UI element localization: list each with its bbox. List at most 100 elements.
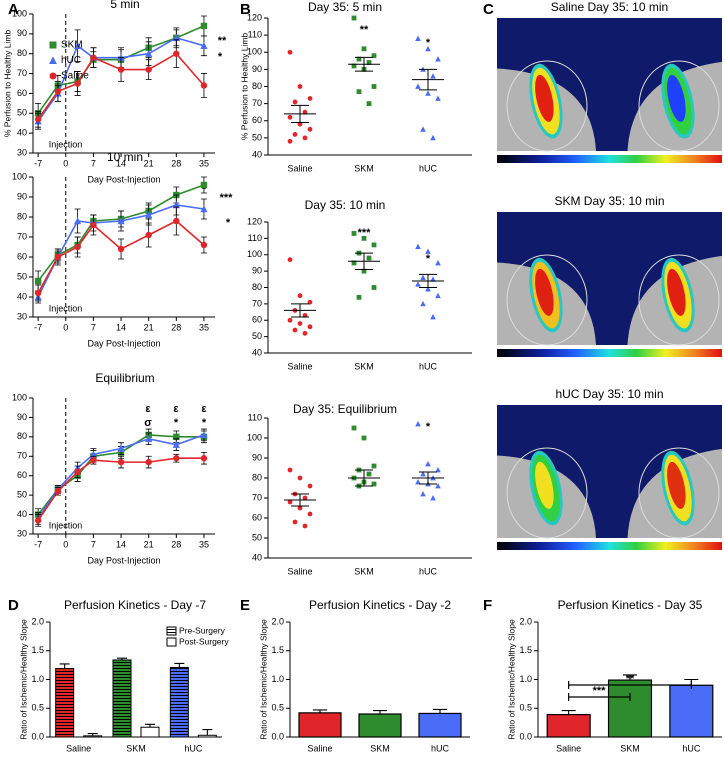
bar xyxy=(358,713,402,738)
x-tick-label: -7 xyxy=(34,158,42,168)
x-tick-label: Saline xyxy=(287,163,312,173)
x-tick-label: hUC xyxy=(682,743,701,753)
marker xyxy=(420,300,426,307)
annotation: ε xyxy=(145,403,151,415)
marker xyxy=(292,519,298,525)
annotation: * xyxy=(174,417,179,429)
legend-swatch xyxy=(166,626,177,636)
marker xyxy=(351,260,357,266)
marker xyxy=(302,330,308,336)
legend-marker xyxy=(49,72,57,80)
chart-title: Perfusion Kinetics - Day 35 xyxy=(558,598,703,612)
annotation: ε xyxy=(173,403,179,415)
y-tick-label: 50 xyxy=(252,132,262,142)
x-axis-label: Day Post-Injection xyxy=(87,174,160,184)
y-tick-label: 120 xyxy=(247,216,262,226)
marker xyxy=(425,90,431,96)
bar xyxy=(607,679,653,738)
y-tick-label: 60 xyxy=(17,251,27,261)
y-tick-label: 1.0 xyxy=(31,674,44,684)
legend-swatch xyxy=(166,637,177,647)
marker xyxy=(415,243,421,249)
limb-outline xyxy=(638,447,720,539)
bar xyxy=(298,712,342,738)
x-tick-label: Saline xyxy=(287,361,312,371)
y-tick-label: 0.0 xyxy=(271,731,284,741)
y-tick-label: 50 xyxy=(17,271,27,281)
y-tick-label: 70 xyxy=(17,68,27,78)
y-tick-label: 110 xyxy=(248,412,262,422)
injection-label: Injection xyxy=(49,520,83,530)
bar xyxy=(112,659,132,738)
annotation: ** xyxy=(360,24,369,36)
marker xyxy=(34,517,42,524)
marker xyxy=(297,505,303,511)
y-tick-label: 110 xyxy=(248,233,262,243)
chart-title: Perfusion Kinetics - Day -2 xyxy=(309,598,451,612)
marker xyxy=(356,56,362,62)
marker xyxy=(425,286,431,292)
error-bar xyxy=(87,733,98,736)
limb-outline xyxy=(506,254,588,346)
legend-marker xyxy=(49,56,57,64)
marker xyxy=(173,50,180,57)
y-tick-label: 30 xyxy=(17,311,27,321)
error-bar xyxy=(59,663,70,669)
marker xyxy=(287,467,293,473)
legend-label: SKM xyxy=(61,40,83,51)
panel-label: B xyxy=(240,1,251,18)
panel-label: D xyxy=(8,597,19,614)
annotation: * xyxy=(226,217,231,229)
marker xyxy=(356,294,362,300)
x-tick-label: -7 xyxy=(34,539,42,549)
chart-title: 10 min xyxy=(107,150,143,164)
x-tick-label: 0 xyxy=(63,158,68,168)
marker xyxy=(430,134,436,141)
x-tick-label: 28 xyxy=(171,158,181,168)
bar xyxy=(197,734,217,738)
marker xyxy=(54,488,62,495)
marker xyxy=(435,259,441,266)
y-tick-label: 60 xyxy=(17,88,27,98)
y-tick-label: 90 xyxy=(252,452,262,462)
marker xyxy=(145,66,152,73)
marker xyxy=(287,49,293,55)
y-tick-label: 40 xyxy=(17,291,27,301)
x-tick-label: Saline xyxy=(307,743,332,753)
y-tick-label: 50 xyxy=(252,532,262,542)
sem-bar xyxy=(419,68,437,91)
y-tick-label: 100 xyxy=(247,249,262,259)
marker xyxy=(425,461,431,467)
y-tick-label: 90 xyxy=(252,266,262,276)
panel-label: E xyxy=(240,597,250,614)
y-tick-label: 0.0 xyxy=(31,731,44,741)
chart-title: Day 35: Equilibrium xyxy=(293,402,397,416)
error-bar xyxy=(174,662,185,668)
chart-title: Perfusion Kinetics - Day -7 xyxy=(64,598,206,612)
marker xyxy=(420,126,426,132)
error-bar xyxy=(561,710,576,715)
bar xyxy=(55,668,75,738)
legend-marker xyxy=(49,41,57,49)
series-line xyxy=(37,204,205,298)
y-axis-label: % Perfusion to Healthy Limb xyxy=(2,30,12,138)
x-tick-label: hUC xyxy=(419,163,438,173)
x-tick-label: 28 xyxy=(171,322,181,332)
x-tick-label: hUC xyxy=(431,743,450,753)
y-tick-label: 60 xyxy=(252,512,262,522)
y-tick-label: 110 xyxy=(248,30,262,40)
y-tick-label: 80 xyxy=(17,211,27,221)
annotation: *** xyxy=(220,192,234,204)
y-tick-label: 60 xyxy=(252,115,262,125)
x-tick-label: SKM xyxy=(620,743,640,753)
marker xyxy=(200,431,208,439)
y-tick-label: 0.5 xyxy=(519,703,532,713)
significance-bracket xyxy=(568,681,692,689)
marker xyxy=(307,324,313,330)
y-tick-label: 40 xyxy=(17,509,27,519)
marker xyxy=(415,479,421,485)
y-tick-label: 80 xyxy=(17,48,27,58)
sem-bar xyxy=(355,56,373,72)
marker xyxy=(297,121,303,127)
chart-title: 5 min xyxy=(110,0,139,11)
